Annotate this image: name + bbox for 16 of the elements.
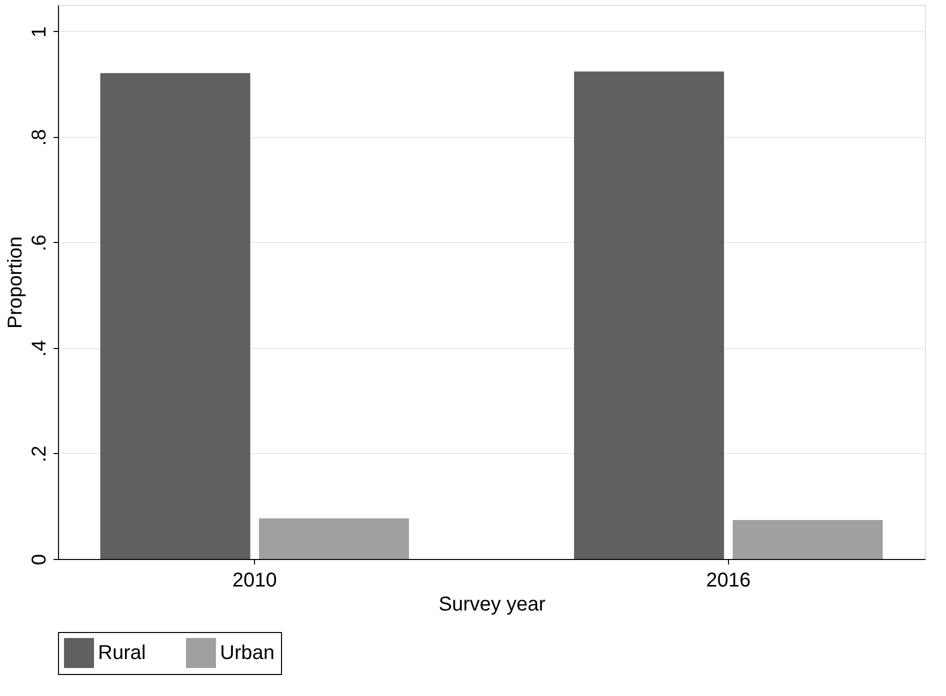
x-tick-label: 2016	[706, 570, 751, 592]
y-tick-label: .4	[28, 340, 50, 357]
x-tick-label: 2010	[232, 570, 277, 592]
bar	[732, 520, 883, 559]
legend-label: Rural	[98, 642, 146, 664]
y-tick-label: .8	[28, 129, 50, 146]
bar	[574, 71, 724, 559]
y-tick-label: .6	[28, 234, 50, 252]
legend-label: Urban	[220, 642, 274, 664]
y-tick-label: .2	[28, 446, 50, 462]
y-axis-title: Proportion	[4, 236, 26, 329]
bar	[258, 518, 409, 559]
y-tick-label: 0	[28, 554, 50, 566]
bar	[100, 73, 250, 559]
x-axis-title: Survey year	[438, 594, 546, 616]
y-tick-label: 1	[28, 26, 50, 38]
